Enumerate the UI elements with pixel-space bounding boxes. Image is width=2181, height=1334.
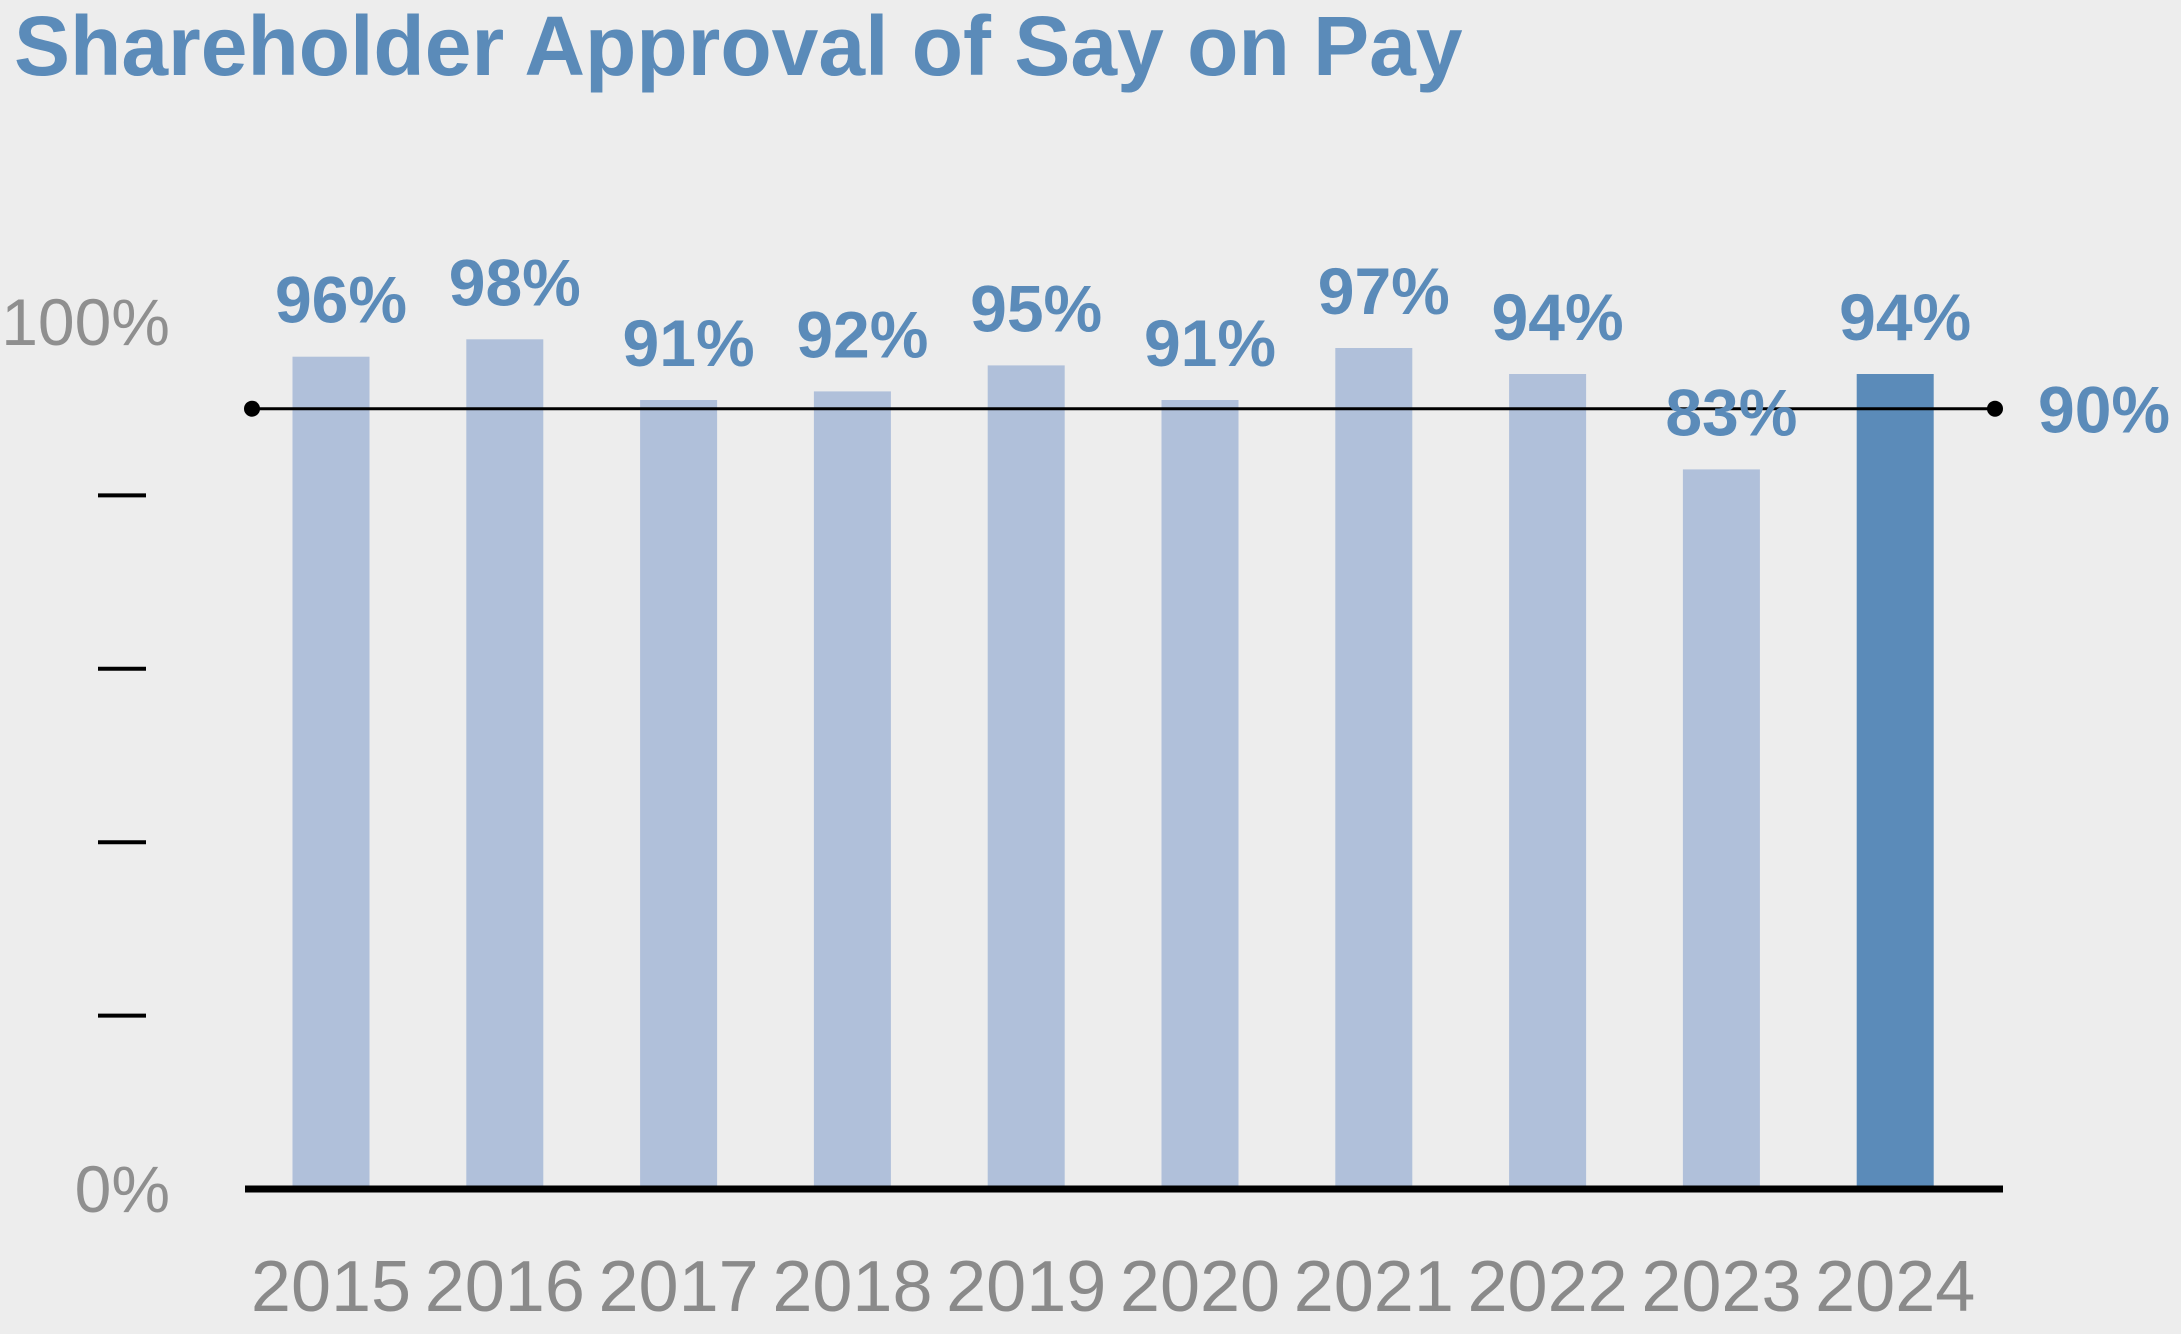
data-label-2015: 96% bbox=[275, 263, 407, 337]
bar-2019 bbox=[987, 365, 1065, 1189]
bar-2018 bbox=[813, 391, 891, 1189]
bar-2023 bbox=[1682, 469, 1760, 1189]
reference-line-start-dot bbox=[244, 400, 260, 417]
data-label-2019: 95% bbox=[970, 271, 1102, 345]
x-tick-label-2019: 2019 bbox=[946, 1247, 1106, 1327]
bar-2015 bbox=[292, 356, 370, 1189]
x-tick-label-2015: 2015 bbox=[251, 1247, 411, 1327]
x-tick-label-2021: 2021 bbox=[1294, 1247, 1454, 1327]
x-tick-label-2018: 2018 bbox=[772, 1247, 932, 1327]
x-tick-label-2020: 2020 bbox=[1120, 1247, 1280, 1327]
data-label-2018: 92% bbox=[796, 297, 928, 371]
bar-2017 bbox=[640, 400, 718, 1189]
data-label-2020: 91% bbox=[1144, 306, 1276, 380]
x-tick-label-2022: 2022 bbox=[1468, 1247, 1628, 1327]
bar-2021 bbox=[1335, 348, 1413, 1189]
bar-2022 bbox=[1509, 374, 1587, 1189]
x-tick-label-2017: 2017 bbox=[599, 1247, 759, 1327]
x-tick-label-2023: 2023 bbox=[1641, 1247, 1801, 1327]
reference-line-label: 90% bbox=[2038, 373, 2170, 447]
bar-2016 bbox=[466, 339, 544, 1189]
data-label-2016: 98% bbox=[449, 245, 581, 319]
data-label-2021: 97% bbox=[1318, 254, 1450, 328]
x-tick-label-2016: 2016 bbox=[425, 1247, 585, 1327]
data-label-2024: 94% bbox=[1839, 280, 1971, 354]
chart-title: Shareholder Approval of Say on Pay bbox=[14, 0, 1463, 93]
y-tick-label-100: 100% bbox=[1, 285, 170, 359]
data-label-2017: 91% bbox=[623, 306, 755, 380]
data-label-2023: 83% bbox=[1665, 375, 1797, 449]
data-label-2022: 94% bbox=[1492, 280, 1624, 354]
bar-2024 bbox=[1856, 374, 1934, 1189]
y-tick-label-0: 0% bbox=[75, 1152, 170, 1226]
bar-2020 bbox=[1161, 400, 1239, 1189]
x-tick-label-2024: 2024 bbox=[1815, 1247, 1975, 1327]
reference-line-end-dot bbox=[1987, 400, 2003, 417]
